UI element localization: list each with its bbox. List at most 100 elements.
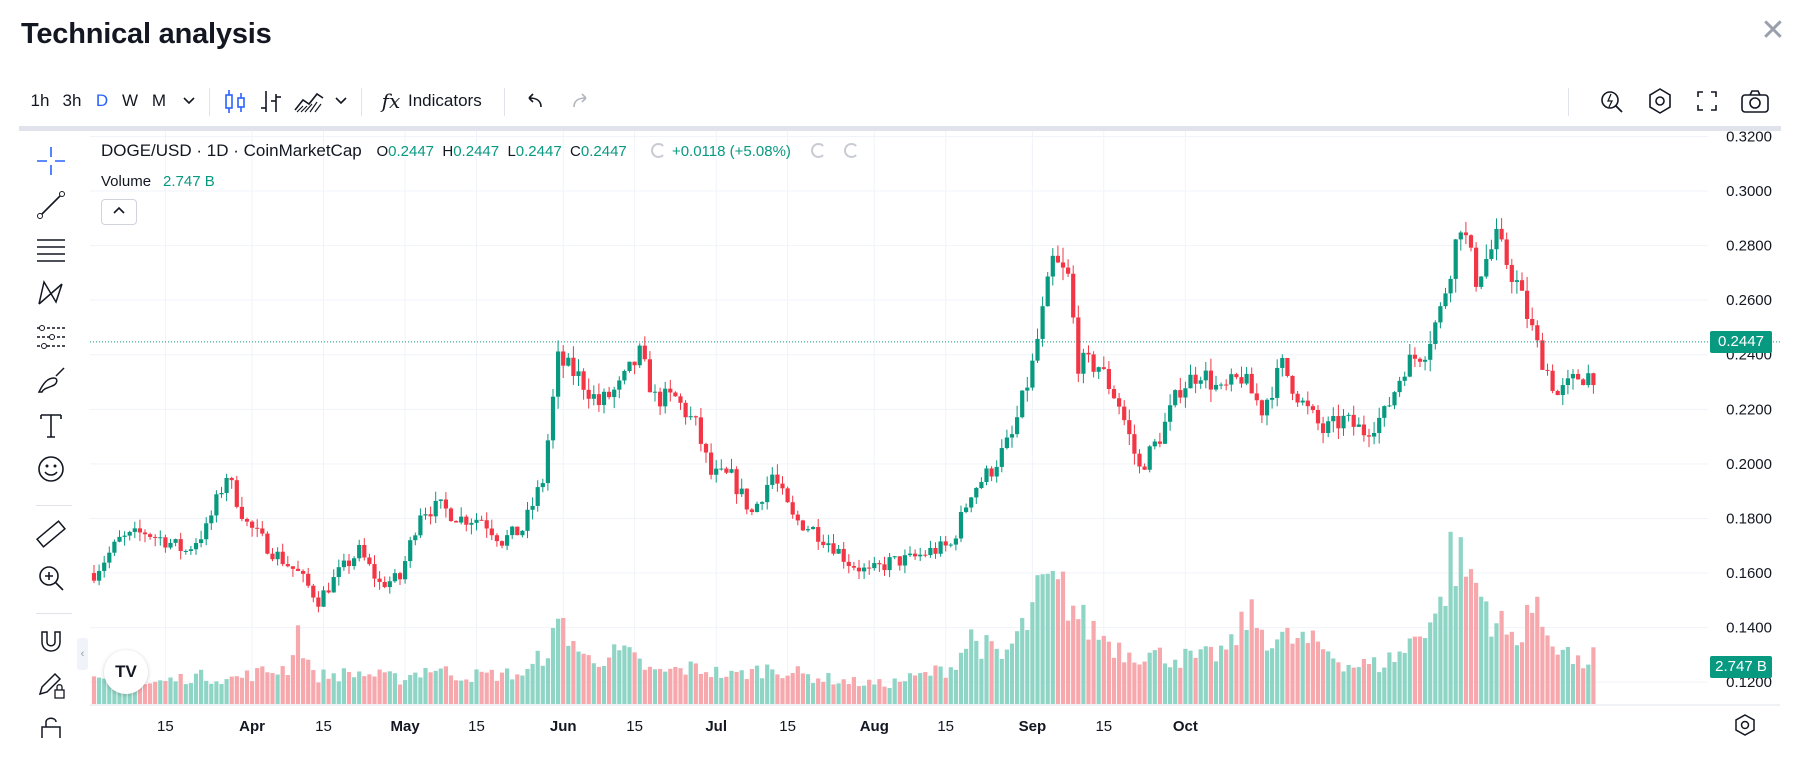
candle-body [443,499,448,509]
candle-body [1336,416,1341,429]
volume-label: Volume [101,173,152,190]
area-chart-type-icon[interactable] [292,84,326,118]
magnet-icon[interactable] [34,624,68,658]
bar-chart-type-icon[interactable] [256,84,286,118]
candle-body [1060,262,1066,268]
volume-bar [1127,652,1132,704]
interval-3h-button[interactable]: 3h [62,91,82,110]
candle-body [1264,399,1270,416]
interval-dropdown-chevron-icon[interactable] [178,84,200,118]
volume-bar [357,671,362,704]
volume-bar [433,670,438,704]
price-chart[interactable]: 0.32000.30000.28000.26000.24000.22000.20… [90,131,1780,737]
snapshot-camera-icon[interactable] [1738,84,1772,118]
prediction-tool-icon[interactable] [34,320,68,354]
volume-bar [331,673,336,704]
fullscreen-icon[interactable] [1692,84,1722,118]
volume-bar [1576,655,1581,704]
candle-body [591,394,596,399]
ruler-measure-icon[interactable] [34,517,68,551]
candle-body [1127,420,1132,435]
volume-bar [576,651,581,704]
candle-body [1030,360,1035,388]
volume-bar [943,677,948,704]
volume-bar [734,672,739,704]
indicators-button[interactable]: Indicators [408,91,482,110]
candle-body [923,554,928,556]
emoji-smiley-icon[interactable] [34,452,68,486]
candle-body [637,345,642,366]
candle-body [91,573,97,581]
candle-body [1076,317,1081,374]
volume-bar [882,686,887,704]
volume-bar [627,647,632,704]
close-icon[interactable]: ✕ [1760,14,1786,47]
symbol-title[interactable]: DOGE/USD · 1D · CoinMarketCap [101,141,362,160]
candle-body [1219,384,1224,386]
interval-w-button[interactable]: W [121,91,139,110]
interval-m-button[interactable]: M [151,91,167,110]
volume-bar [1030,602,1035,704]
volume-bar [1178,667,1183,704]
undo-icon[interactable] [521,84,547,118]
chart-type-dropdown-chevron-icon[interactable] [330,84,352,118]
volume-bar [1581,668,1586,704]
lock-drawing-pencil-icon[interactable] [34,668,68,702]
settings-gear-icon[interactable] [1645,84,1675,118]
volume-bar [892,678,897,704]
candle-body [260,528,265,534]
candle-body [413,535,418,541]
candle-body [270,553,275,560]
collapse-toolbar-chevron-icon[interactable]: ‹ [77,638,88,670]
candle-body [632,361,637,366]
candle-body [1004,437,1009,449]
candle-body [1331,416,1336,422]
candles-chart-type-icon[interactable] [220,84,250,118]
volume-bar [372,676,377,704]
volume-bar [1428,622,1433,704]
pattern-tool-icon[interactable] [34,276,68,310]
time-axis: 15 Apr 15 May 15 Jun 15 Jul 15 Aug 15 Sep 15 Oct [157,718,1198,735]
volume-bar [214,681,219,704]
tradingview-logo[interactable]: TV [104,650,148,694]
candle-body [346,560,352,567]
interval-1h-button[interactable]: 1h [30,91,50,110]
interval-d-button[interactable]: D [95,91,109,110]
lock-all-icon[interactable] [34,712,68,738]
candle-body [1387,405,1392,407]
volume-bar [969,629,974,704]
brush-icon[interactable] [34,364,68,398]
volume-bar [596,666,601,704]
volume-bar [872,684,877,704]
candle-body [127,531,132,536]
text-tool-icon[interactable] [34,408,68,442]
time-tick-label: Sep [1019,718,1047,735]
candle-body [561,351,566,366]
candle-body [1275,367,1280,398]
volume-bar [499,672,505,704]
quick-search-icon[interactable] [1597,84,1627,118]
candle-body [846,561,851,567]
candle-body [1055,255,1060,263]
volume-bar [392,673,397,704]
candle-body [494,535,499,542]
collapse-legend-button[interactable] [101,199,137,225]
zoom-in-icon[interactable] [34,561,68,595]
candle-body [188,549,193,551]
candle-body [1254,393,1259,401]
candle-body [530,505,535,510]
fib-retracement-icon[interactable] [34,232,68,266]
crosshair-icon[interactable] [34,144,68,178]
volume-bar [454,680,459,704]
volume-bar [846,684,851,704]
candle-body [122,535,127,537]
trend-line-icon[interactable] [34,188,68,222]
candle-body [1560,385,1565,396]
candle-body [489,528,494,536]
volume-bar [1060,571,1066,704]
volume-bar [1545,635,1550,704]
axis-settings-gear-icon[interactable] [1732,712,1758,738]
volume-bar [1009,643,1015,704]
volume-bar [1382,667,1387,704]
candle-body [229,477,234,481]
